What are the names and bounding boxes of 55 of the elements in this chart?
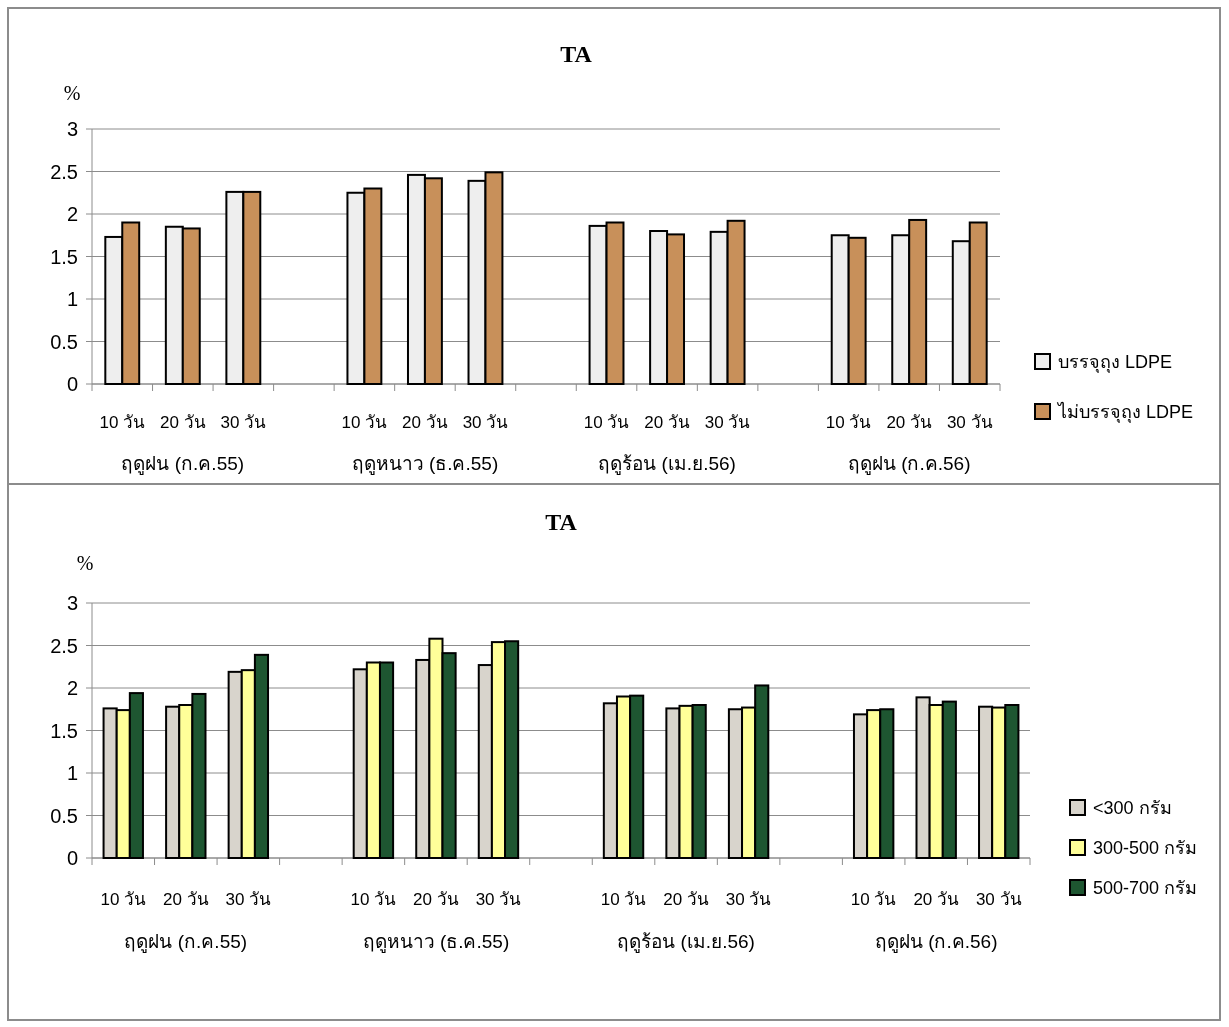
x-tick-label: 10 วัน <box>600 890 647 909</box>
text: ฤดูฝน (ก.ค.55) <box>121 453 245 475</box>
chart-title: TA <box>560 41 593 67</box>
text: ฤดูร้อน (เม.ย.56) <box>598 453 736 475</box>
text: ฤดูหนาว (ธ.ค.55) <box>351 453 499 475</box>
y-tick-label: 2.5 <box>50 160 78 183</box>
legend-label: ไม่บรรจุถุง LDPE <box>1056 401 1194 423</box>
x-tick-label: 20 วัน <box>402 413 448 432</box>
y-tick-label: 0 <box>66 373 78 395</box>
x-tick-label: 10 วัน <box>825 413 872 432</box>
y-tick-label: 2.5 <box>50 634 78 657</box>
x-tick-label: 30 วัน <box>462 413 509 432</box>
legend-label: <300 กรัม <box>1093 798 1172 818</box>
text: ฤดูฝน (ก.ค.56) <box>847 453 971 475</box>
y-tick-label: 1.5 <box>50 719 78 742</box>
x-tick-label: 20 วัน <box>644 413 690 432</box>
x-tick-label: 10 วัน <box>850 890 897 909</box>
legend-label: บรรจุถุง LDPE <box>1058 352 1173 373</box>
text: ฤดูฝน (ก.ค.56) <box>874 931 998 953</box>
x-tick-label: 10 วัน <box>341 413 388 432</box>
x-tick-label: 20 วัน <box>159 413 206 432</box>
y-tick-label: 0.5 <box>50 330 78 353</box>
y-tick-label: 2 <box>66 203 78 225</box>
x-tick-label: 30 วัน <box>225 890 272 909</box>
text: ฤดูฝน (ก.ค.55) <box>124 931 248 953</box>
x-tick-label: 20 วัน <box>413 890 459 909</box>
x-tick-label: 10 วัน <box>350 890 397 909</box>
y-axis-title: % <box>63 82 81 104</box>
legend-label: 500-700 กรัม <box>1093 878 1198 898</box>
legend-label: 300-500 กรัม <box>1093 838 1198 858</box>
y-tick-label: 3 <box>66 592 78 614</box>
x-tick-label: 30 วัน <box>946 413 993 432</box>
x-tick-label: 10 วัน <box>99 413 146 432</box>
y-tick-label: 1 <box>66 288 78 310</box>
x-tick-label: 20 วัน <box>913 890 960 909</box>
x-tick-label: 30 วัน <box>975 890 1022 909</box>
text: ฤดูหนาว (ธ.ค.55) <box>362 931 510 953</box>
x-tick-label: 20 วัน <box>886 413 933 432</box>
x-tick-label: 20 วัน <box>162 890 209 909</box>
x-tick-label: 10 วัน <box>583 413 630 432</box>
y-tick-label: 2 <box>66 677 78 699</box>
x-tick-label: 30 วัน <box>725 890 772 909</box>
x-tick-label: 20 วัน <box>663 890 709 909</box>
x-tick-label: 10 วัน <box>100 890 147 909</box>
chart-title: TA <box>545 509 578 535</box>
y-tick-label: 0 <box>66 847 78 869</box>
x-tick-label: 30 วัน <box>704 413 751 432</box>
y-tick-label: 1.5 <box>50 245 78 268</box>
x-tick-label: 30 วัน <box>220 413 267 432</box>
y-tick-label: 1 <box>66 762 78 784</box>
x-tick-label: 30 วัน <box>475 890 522 909</box>
y-axis-title: % <box>76 552 94 574</box>
y-tick-label: 0.5 <box>50 804 78 827</box>
y-tick-label: 3 <box>66 118 78 140</box>
text: ฤดูร้อน (เม.ย.56) <box>617 931 755 953</box>
